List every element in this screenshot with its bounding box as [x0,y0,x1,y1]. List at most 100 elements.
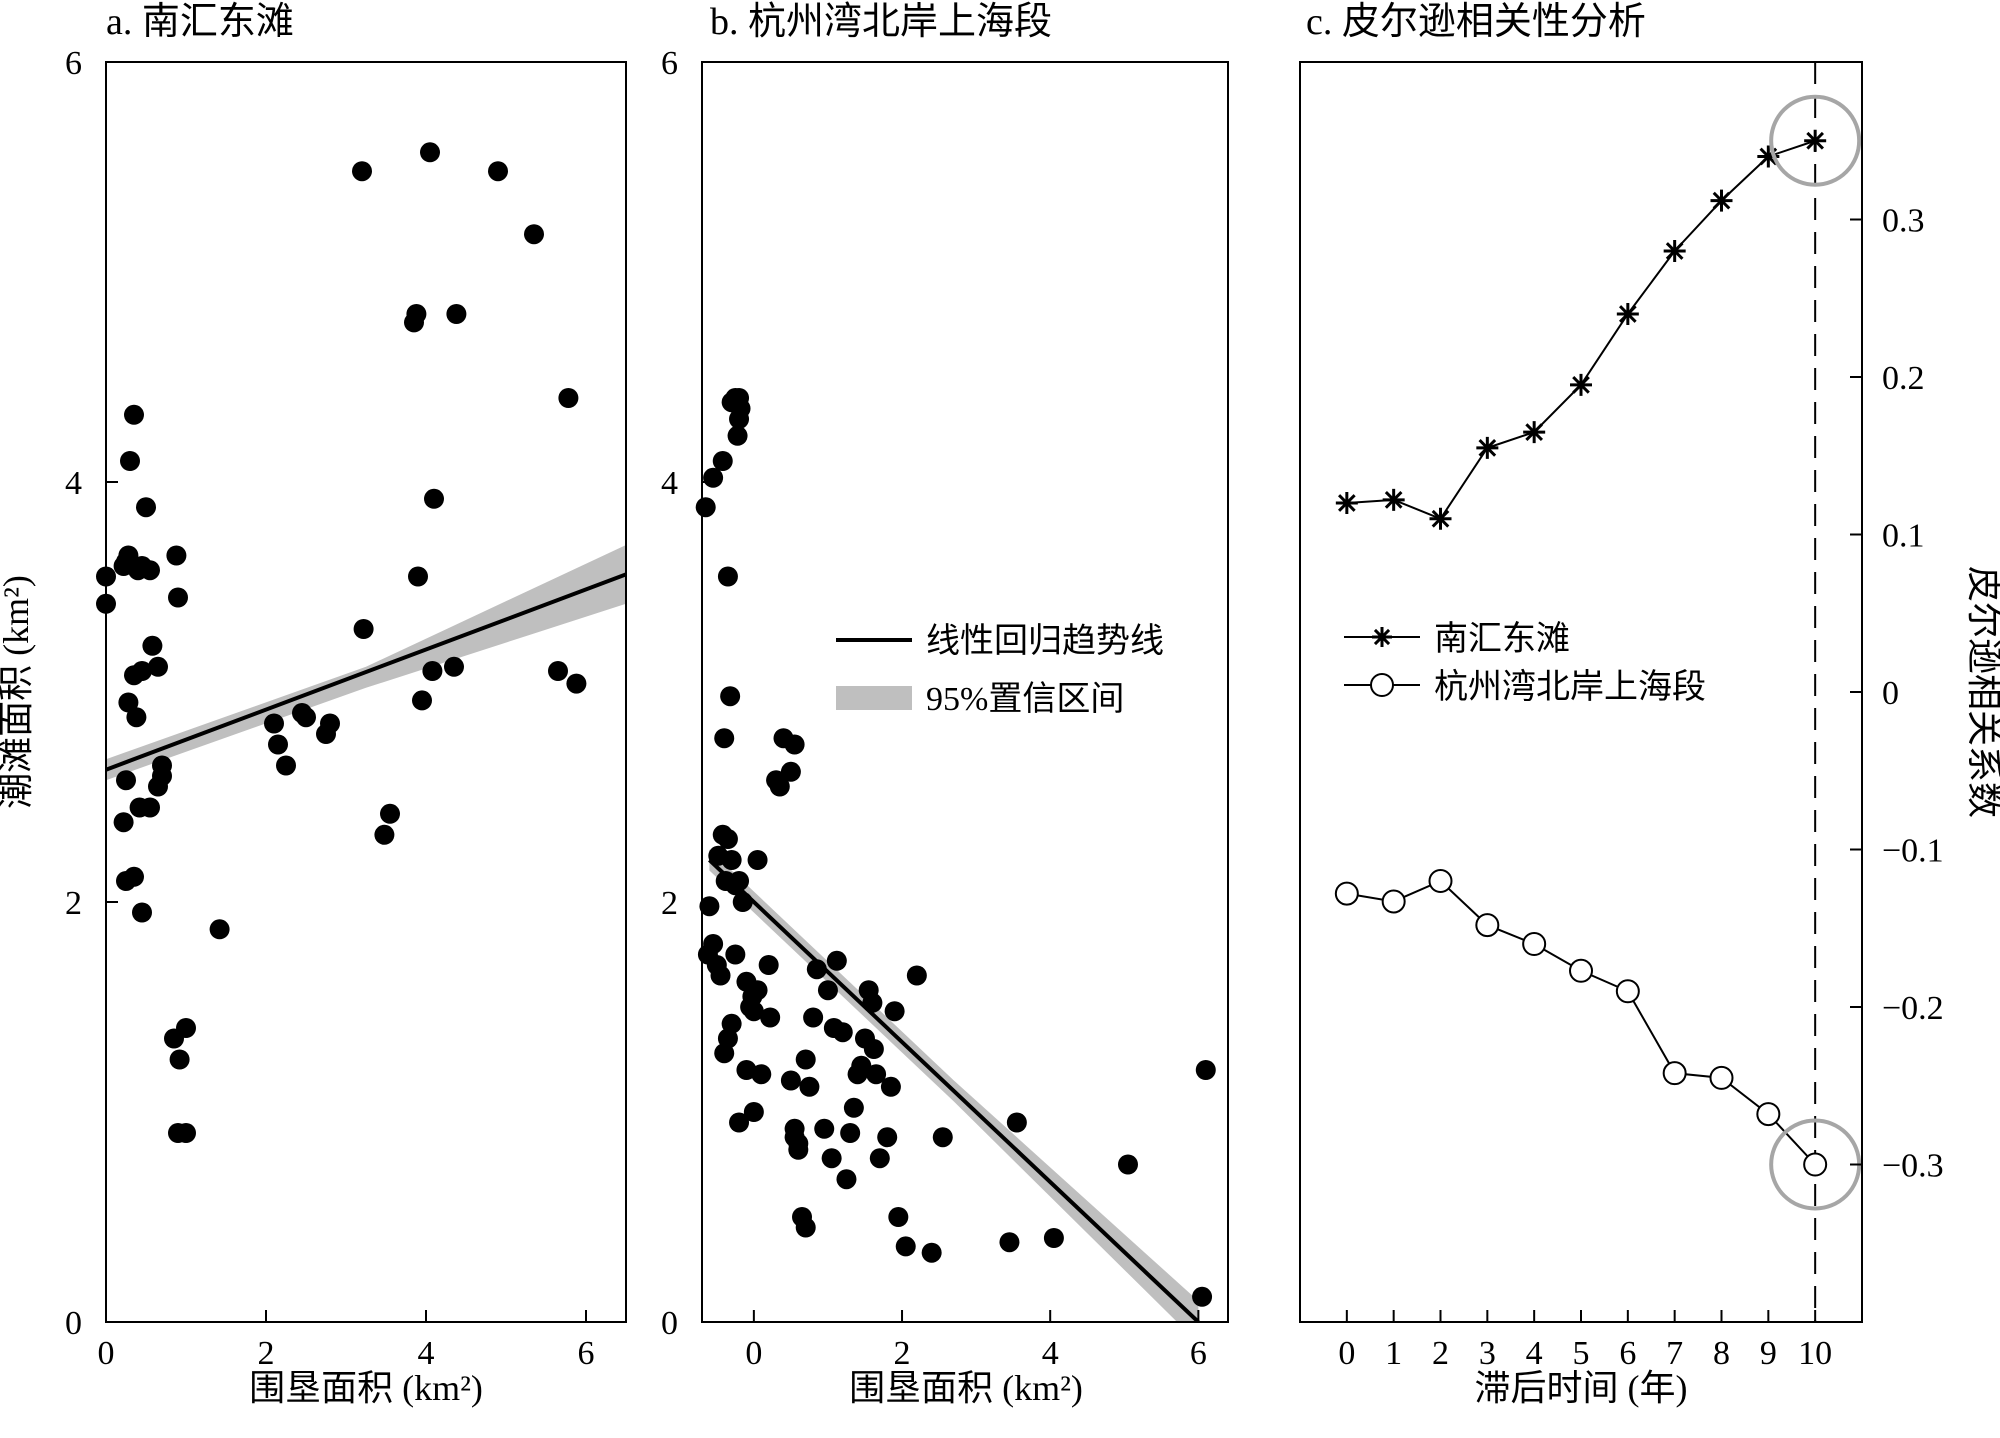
data-point [116,871,136,891]
data-point [712,451,733,471]
data-point [406,304,427,324]
data-point [710,965,731,986]
circle-marker [1428,869,1453,893]
panel-c-x-axis-label: 滞后时间 (年) [1475,1368,1688,1408]
panel-b-hangzhou-bay: b. 杭州湾北岸上海段 0 2 4 6 0 2 4 6 围垦面积 (km²) 线性回归趋势线… [661,1,1229,1408]
data-point [113,812,134,833]
panel-c-title: c. 皮尔逊相关性分析 [1306,1,1646,43]
panel-a-x-axis: 0 2 4 6 [98,1310,595,1372]
asterisk-marker [1804,129,1827,152]
data-point [784,734,805,755]
panel-a-title: a. 南汇东滩 [106,1,294,43]
panel-b-confidence-band [709,849,1199,1322]
data-point [548,661,568,681]
data-point [743,1001,764,1022]
y-tick-label: 0 [661,1305,678,1342]
x-tick-label: 0 [1338,1335,1355,1372]
panel-a-x-axis-label: 围垦面积 (km²) [249,1368,483,1408]
panel-c-y-axis: 0.3 0.2 0.1 0 −0.1 −0.2 −0.3 [1850,203,1944,1185]
data-point [843,1097,864,1118]
regression-line [708,858,1200,1322]
data-point [1117,1154,1138,1175]
data-point [799,1076,820,1097]
legend-series-2-marker [1370,673,1394,697]
asterisk-marker [1616,303,1639,325]
panel-c-series [1334,129,1828,1177]
panel-a-frame [105,61,627,1323]
asterisk-marker [1372,627,1392,647]
data-point [566,673,587,694]
x-tick-label: 1 [1385,1335,1402,1372]
x-tick-label: 6 [578,1335,595,1372]
data-point [408,566,428,587]
data-point [721,1013,742,1034]
x-tick-label: 6 [1190,1335,1207,1372]
data-point [769,776,790,797]
y-tick-label: 4 [65,465,82,502]
data-point [732,892,753,912]
circle-marker [1756,1102,1781,1127]
series-line [1346,879,1816,1166]
circle-marker [1381,889,1406,914]
y-tick-label: 0 [1882,675,1899,712]
regression-line [106,572,626,772]
data-point [888,1207,909,1227]
asterisk-marker [1476,436,1499,459]
legend-series-2-label: 杭州湾北岸上海段 [1434,668,1706,706]
circle-marker [1475,913,1500,938]
data-point [374,824,395,845]
circle-marker [1615,979,1640,1004]
panel-a-points [96,142,587,1143]
data-point [168,587,188,608]
y-tick-label: 0.2 [1882,360,1925,397]
series-line [1346,139,1816,520]
x-tick-label: 9 [1760,1335,1777,1372]
asterisk-marker [1570,373,1592,396]
y-tick-label: 2 [65,885,82,922]
data-point [1195,1060,1216,1080]
data-point [380,803,400,824]
x-tick-label: 2 [894,1335,911,1372]
panel-c-x-axis: 0 1 2 3 4 5 6 7 8 9 10 [1338,1310,1832,1372]
x-tick-label: 0 [98,1335,115,1372]
panel-b-title: b. 杭州湾北岸上海段 [710,1,1052,43]
data-point [932,1127,953,1148]
highlight-circle [1769,94,1862,187]
asterisk-marker [1429,507,1452,530]
asterisk-marker [1335,492,1358,514]
data-point [866,1064,887,1085]
data-point [836,1169,857,1190]
asterisk-marker [1710,189,1733,212]
confidence-band-area [106,545,626,781]
circle-marker [1709,1065,1734,1090]
panel-c-pearson: c. 皮尔逊相关性分析 0 1 2 3 4 5 6 7 8 9 10 0.30.20.10−0.1−… [1299,1,2000,1408]
data-point [524,224,544,245]
data-point [725,944,746,965]
legend-series-1-marker [1372,627,1392,647]
panel-b-x-axis-label: 围垦面积 (km²) [849,1368,1083,1408]
legend-trend-line-label: 线性回归趋势线 [926,622,1164,660]
data-point [140,797,160,818]
circle-marker [1803,1152,1828,1177]
panel-b-x-axis: 0 2 4 6 [745,1310,1207,1372]
data-point [703,934,724,954]
x-tick-label: 2 [1432,1335,1449,1372]
data-point [176,1123,196,1143]
circle-marker [1662,1061,1687,1086]
data-point [869,1148,890,1169]
series-2 [1334,869,1828,1177]
data-point [743,1102,764,1122]
data-point [717,829,738,849]
data-point [851,1055,872,1076]
y-tick-label: −0.3 [1882,1148,1944,1185]
panel-b-frame [701,61,1229,1323]
data-point [747,980,768,1001]
data-point [1192,1286,1213,1307]
panel-b-points [695,388,1216,1307]
panel-a-trend-line [106,572,626,772]
legend-series-1-label: 南汇东滩 [1434,620,1570,658]
x-tick-label: 4 [418,1335,435,1372]
y-tick-label: 6 [65,45,82,82]
data-point [1006,1112,1027,1133]
data-point [758,955,779,975]
